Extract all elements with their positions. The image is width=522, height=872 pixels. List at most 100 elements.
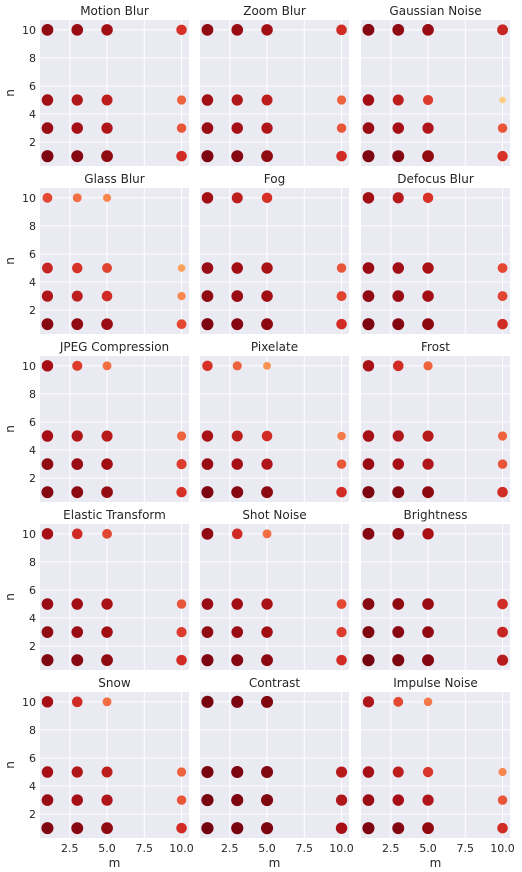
data-point	[423, 361, 433, 371]
x-axis-label: m	[269, 856, 281, 870]
data-point	[231, 486, 244, 499]
panel-background	[200, 692, 349, 838]
data-point	[337, 431, 346, 441]
data-point	[422, 626, 434, 638]
facet-panel: Motion Blur 2 4 6 8 10 n	[3, 4, 189, 166]
data-point	[101, 654, 113, 667]
data-point	[41, 654, 54, 667]
data-point	[362, 598, 375, 610]
panel-title: Defocus Blur	[397, 172, 474, 186]
data-point	[72, 193, 82, 203]
data-point	[336, 95, 347, 105]
data-point	[422, 766, 434, 778]
data-point	[231, 528, 243, 540]
data-point	[71, 122, 83, 134]
data-point	[71, 458, 84, 470]
data-point	[201, 654, 214, 667]
data-point	[392, 318, 405, 331]
data-point	[393, 696, 404, 707]
y-axis-label: n	[3, 593, 17, 601]
data-point	[201, 23, 214, 36]
data-point	[71, 654, 84, 667]
y-tick-label: 6	[29, 416, 36, 429]
data-point	[497, 318, 508, 330]
data-point	[176, 654, 187, 666]
data-point	[176, 767, 187, 777]
data-point	[336, 459, 347, 469]
data-point	[101, 822, 113, 835]
panel-background	[40, 692, 189, 838]
panel-title: Motion Blur	[80, 4, 149, 18]
data-point	[42, 192, 53, 203]
data-point	[201, 458, 214, 470]
data-point	[41, 122, 54, 134]
data-point	[335, 794, 348, 806]
data-point	[102, 361, 112, 371]
data-point	[231, 626, 244, 638]
data-point	[497, 123, 508, 133]
data-point	[71, 318, 84, 331]
data-point	[71, 486, 84, 499]
data-point	[336, 123, 347, 133]
panel-title: Shot Noise	[242, 508, 306, 522]
data-point	[201, 150, 214, 163]
panel-background	[40, 20, 189, 166]
facet-panel: Fog	[200, 172, 349, 334]
data-point	[177, 291, 186, 301]
data-point	[362, 318, 375, 331]
data-point	[231, 150, 244, 163]
y-tick-label: 2	[29, 640, 36, 653]
data-point	[336, 654, 347, 666]
data-point	[362, 360, 375, 372]
data-point	[392, 527, 405, 540]
data-point	[362, 486, 375, 499]
y-tick-label: 8	[29, 220, 36, 233]
data-point	[422, 122, 434, 134]
data-point	[231, 822, 244, 835]
data-point	[261, 150, 273, 163]
data-point	[41, 598, 54, 610]
data-point	[201, 765, 214, 779]
y-tick-label: 4	[29, 444, 36, 457]
data-point	[41, 290, 54, 302]
data-point	[422, 262, 434, 274]
facet-panel: Gaussian Noise	[361, 4, 510, 166]
data-point	[261, 766, 274, 779]
data-point	[71, 766, 83, 778]
panel-title: Glass Blur	[84, 172, 144, 186]
x-tick-label: 5.0	[419, 842, 437, 855]
data-point	[201, 290, 214, 302]
data-point	[101, 318, 113, 330]
data-point	[232, 361, 242, 371]
data-point	[202, 360, 213, 372]
facet-panel: Snow 2 4 6 8 10 n 2.5 5.0 7.5 10.0 m	[3, 676, 194, 870]
data-point	[231, 794, 244, 807]
panel-background	[40, 524, 189, 670]
data-point	[176, 431, 187, 441]
facet-panel: Zoom Blur	[200, 4, 349, 166]
panel-background	[40, 356, 189, 502]
data-point	[101, 24, 113, 36]
data-point	[201, 626, 214, 638]
x-tick-label: 7.5	[457, 842, 475, 855]
x-tick-label: 10.0	[169, 842, 194, 855]
panel-background	[40, 188, 189, 334]
data-point	[497, 626, 508, 638]
data-point	[261, 486, 273, 499]
x-tick-label: 2.5	[382, 842, 400, 855]
data-point	[41, 458, 54, 470]
data-point	[362, 192, 375, 204]
data-point	[41, 94, 54, 106]
data-point	[41, 430, 54, 442]
y-tick-label: 6	[29, 584, 36, 597]
data-point	[41, 766, 54, 778]
data-point	[231, 24, 244, 36]
data-point	[72, 360, 83, 371]
data-point	[102, 263, 113, 273]
data-point	[231, 458, 243, 470]
data-point	[422, 822, 434, 835]
data-point	[362, 262, 375, 274]
y-tick-label: 6	[29, 248, 36, 261]
data-point	[422, 290, 434, 302]
y-tick-label: 4	[29, 108, 36, 121]
